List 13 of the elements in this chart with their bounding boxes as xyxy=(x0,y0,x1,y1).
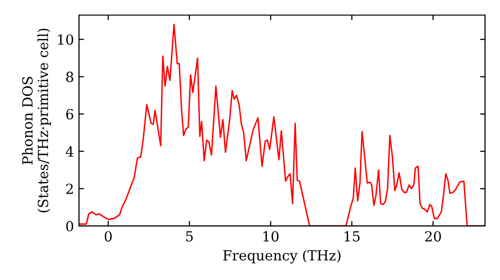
y-tick-label: 6 xyxy=(66,108,74,120)
y-tick-label: 0 xyxy=(66,220,74,232)
y-tick-label: 8 xyxy=(66,72,74,82)
x-tick-label: 10 xyxy=(263,231,279,242)
x-tick-label: 5 xyxy=(186,231,193,242)
y-axis-title: Phonon DOS (States/THz·primitive cell) xyxy=(22,28,51,212)
x-tick-label: 0 xyxy=(104,231,112,242)
x-tick-label: 15 xyxy=(344,231,360,242)
y-tick-label: 10 xyxy=(58,34,74,45)
y-tick-label: 4 xyxy=(66,146,74,157)
y-tick-label: 2 xyxy=(66,184,73,194)
x-tick-label: 20 xyxy=(425,231,441,242)
x-axis-title: Frequency (THz) xyxy=(223,250,340,264)
